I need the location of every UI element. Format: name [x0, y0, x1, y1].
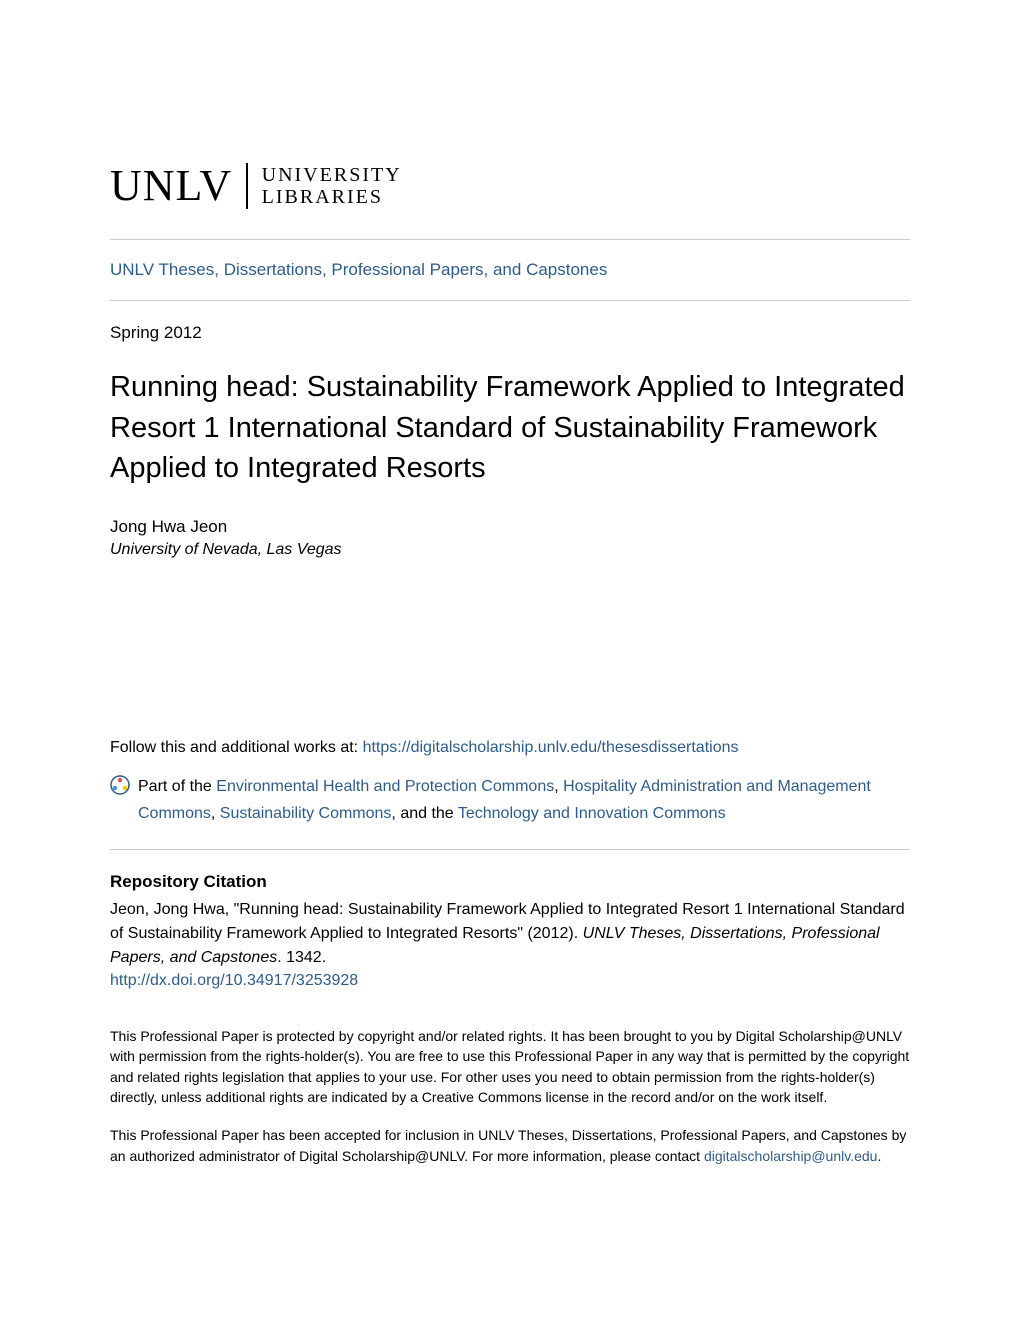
citation-text: Jeon, Jong Hwa, "Running head: Sustainab… [110, 898, 910, 970]
follow-prefix: Follow this and additional works at: [110, 739, 363, 756]
commons-text-container: Part of the Environmental Health and Pro… [138, 773, 910, 827]
logo-libraries-text: UNIVERSITY LIBRARIES [262, 164, 402, 208]
commons-link-1[interactable]: Environmental Health and Protection Comm… [216, 778, 554, 795]
doi-link[interactable]: http://dx.doi.org/10.34917/3253928 [110, 972, 910, 990]
publication-date: Spring 2012 [110, 323, 910, 343]
copyright-para2-part2: . [877, 1148, 881, 1164]
commons-link-3[interactable]: Sustainability Commons [220, 805, 392, 822]
logo-unlv-text: UNLV [110, 160, 232, 211]
author-affiliation: University of Nevada, Las Vegas [110, 541, 910, 559]
paper-title: Running head: Sustainability Framework A… [110, 367, 910, 489]
logo-libraries-line2: LIBRARIES [262, 186, 402, 208]
logo-libraries-line1: UNIVERSITY [262, 164, 402, 186]
divider-breadcrumb [110, 300, 910, 301]
commons-sep-3: , and the [391, 805, 457, 822]
divider-commons [110, 849, 910, 850]
commons-prefix: Part of the [138, 778, 216, 795]
citation-heading: Repository Citation [110, 872, 910, 892]
copyright-section: This Professional Paper is protected by … [110, 1026, 910, 1166]
copyright-para-2: This Professional Paper has been accepte… [110, 1125, 910, 1166]
breadcrumb-link[interactable]: UNLV Theses, Dissertations, Professional… [110, 260, 607, 279]
logo-container: UNLV UNIVERSITY LIBRARIES [110, 160, 910, 211]
follow-section: Follow this and additional works at: htt… [110, 739, 910, 757]
copyright-para-1: This Professional Paper is protected by … [110, 1026, 910, 1107]
commons-link-4[interactable]: Technology and Innovation Commons [458, 805, 726, 822]
commons-section: Part of the Environmental Health and Pro… [110, 773, 910, 827]
logo-divider [246, 163, 248, 209]
network-icon [110, 775, 130, 795]
citation-part2: . 1342. [277, 949, 326, 966]
commons-sep-1: , [554, 778, 563, 795]
contact-email-link[interactable]: digitalscholarship@unlv.edu [704, 1148, 878, 1164]
follow-link[interactable]: https://digitalscholarship.unlv.edu/thes… [363, 739, 739, 756]
breadcrumb-section: UNLV Theses, Dissertations, Professional… [110, 240, 910, 300]
commons-sep-2: , [211, 805, 220, 822]
author-name: Jong Hwa Jeon [110, 517, 910, 537]
spacer [110, 559, 910, 739]
